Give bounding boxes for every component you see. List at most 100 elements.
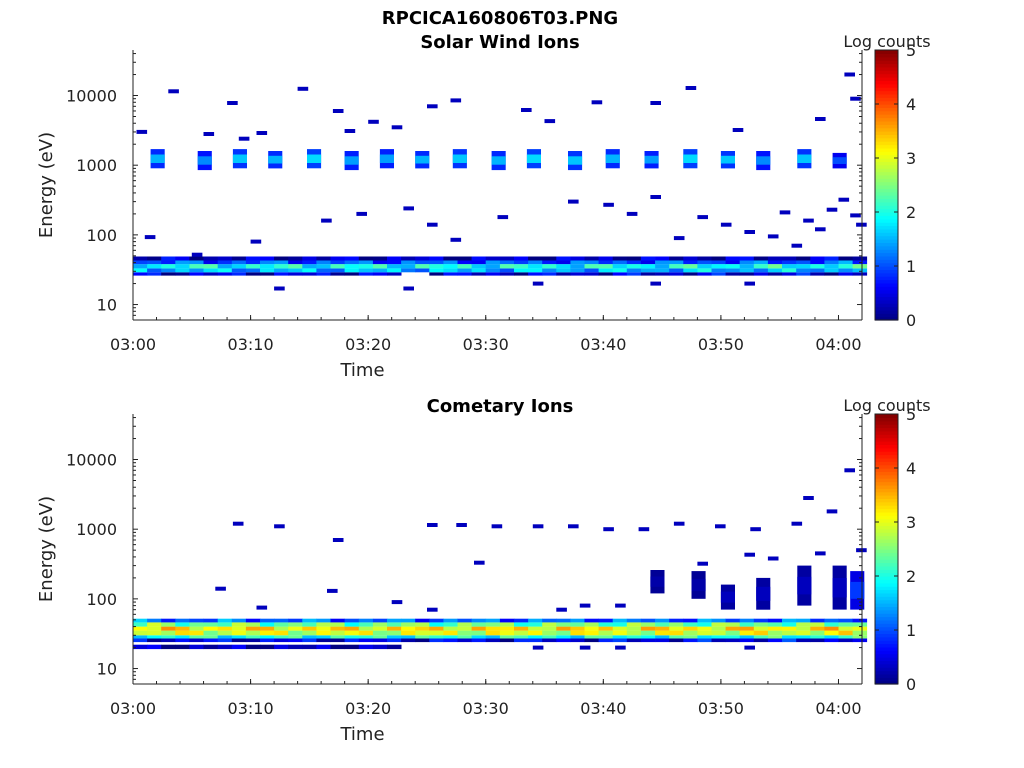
- heatmap-cell: [302, 272, 317, 276]
- heatmap-cell: [528, 256, 543, 261]
- heatmap-cell: [147, 272, 162, 276]
- heatmap-sparse-cell: [456, 523, 467, 527]
- heatmap-cell: [852, 268, 868, 273]
- colorbar-segment: [875, 245, 898, 250]
- heatmap-cell: [457, 264, 472, 269]
- heatmap-cell: [175, 260, 190, 265]
- heatmap-cell: [133, 638, 148, 643]
- heatmap-cell: [415, 626, 430, 631]
- colorbar-segment: [875, 630, 898, 634]
- heatmap-cell: [796, 635, 811, 639]
- heatmap-cell: [344, 272, 360, 276]
- heatmap-cell: [443, 264, 458, 269]
- heatmap-cell: [640, 268, 656, 273]
- heatmap-cell: [302, 622, 317, 627]
- heatmap-cell: [387, 626, 402, 631]
- heatmap-cell: [161, 272, 176, 276]
- heatmap-cell: [203, 260, 218, 265]
- heatmap-sparse-cell: [744, 645, 755, 650]
- panel-1-title: Solar Wind Ions: [420, 32, 580, 53]
- heatmap-cell: [542, 618, 557, 623]
- heatmap-cell: [810, 256, 825, 261]
- heatmap-cell: [288, 618, 303, 623]
- heatmap-cell: [415, 264, 430, 269]
- heatmap-sparse-cell: [568, 524, 579, 529]
- heatmap-cell: [753, 635, 769, 639]
- heatmap-cell: [175, 256, 190, 261]
- heatmap-cell: [316, 635, 331, 639]
- y-tick-label: 1000: [76, 156, 117, 175]
- heatmap-sparse-cell: [838, 197, 850, 202]
- heatmap-cell: [274, 256, 289, 261]
- x-axis-label: Time: [339, 360, 384, 381]
- colorbar-segment: [875, 158, 898, 162]
- colorbar-segment: [875, 653, 898, 658]
- heatmap-sparse-cell: [532, 524, 544, 529]
- heatmap-cell: [725, 260, 741, 265]
- colorbar-segment: [875, 303, 898, 308]
- heatmap-cell: [612, 618, 628, 623]
- colorbar-segment: [875, 77, 898, 81]
- heatmap-cell: [401, 630, 416, 636]
- heatmap-cell: [231, 260, 247, 265]
- heatmap-cell: [556, 260, 571, 265]
- heatmap-sparse-cell: [532, 281, 544, 286]
- colorbar-segment: [875, 56, 898, 61]
- x-tick-label: 03:20: [345, 335, 391, 354]
- heatmap-cell: [189, 635, 204, 639]
- heatmap-cell: [542, 630, 557, 636]
- heatmap-cell: [330, 618, 345, 623]
- heatmap-cell: [358, 626, 374, 631]
- heatmap-cell: [739, 618, 755, 623]
- heatmap-cell: [443, 630, 458, 636]
- heatmap-cell: [429, 268, 444, 273]
- heatmap-sparse-cell: [767, 556, 779, 561]
- heatmap-cell: [372, 638, 388, 643]
- heatmap-cell: [514, 618, 529, 623]
- heatmap-cell: [514, 260, 529, 265]
- heatmap-cell: [358, 256, 374, 261]
- heatmap-cell: [344, 268, 360, 273]
- heatmap-sparse-cell: [250, 239, 262, 244]
- heatmap-cell: [471, 622, 487, 627]
- heatmap-cell: [542, 256, 557, 261]
- heatmap-cell: [584, 264, 599, 269]
- heatmap-cell: [161, 622, 176, 627]
- heatmap-cell: [245, 630, 261, 636]
- heatmap-cell: [401, 256, 416, 261]
- heatmap-cell: [471, 618, 487, 623]
- colorbar-segment: [875, 626, 898, 631]
- heatmap-cell: [499, 272, 515, 276]
- heatmap-cell: [302, 626, 317, 631]
- heatmap-cell: [203, 622, 218, 627]
- colorbar-segment: [875, 535, 898, 540]
- heatmap-burst-core: [491, 156, 506, 165]
- heatmap-cell: [245, 272, 261, 276]
- heatmap-cell: [683, 618, 698, 623]
- heatmap-cell: [598, 268, 614, 273]
- heatmap-cell: [499, 268, 515, 273]
- heatmap-cell: [796, 264, 811, 269]
- heatmap-cell: [782, 264, 797, 269]
- heatmap-cell: [570, 626, 585, 631]
- colorbar-segment: [875, 296, 898, 301]
- x-tick-label: 03:00: [110, 699, 156, 718]
- heatmap-cell: [725, 635, 741, 639]
- heatmap-cell: [655, 622, 670, 627]
- heatmap-cell: [372, 618, 388, 623]
- colorbar-segment: [875, 633, 898, 638]
- heatmap-cell: [852, 638, 868, 643]
- heatmap-sparse-cell: [850, 213, 861, 218]
- colorbar-segment: [875, 215, 898, 220]
- heatmap-cell: [401, 260, 416, 265]
- heatmap-cell: [274, 644, 289, 650]
- y-tick-label: 10000: [66, 451, 117, 470]
- heatmap-cell: [640, 272, 656, 276]
- heatmap-cell: [429, 264, 444, 269]
- heatmap-cell: [231, 622, 247, 627]
- colorbar-segment: [875, 434, 898, 439]
- heatmap-cell: [260, 630, 275, 636]
- y-tick-label: 10000: [66, 87, 117, 106]
- colorbar-tick-label: 5: [906, 405, 916, 424]
